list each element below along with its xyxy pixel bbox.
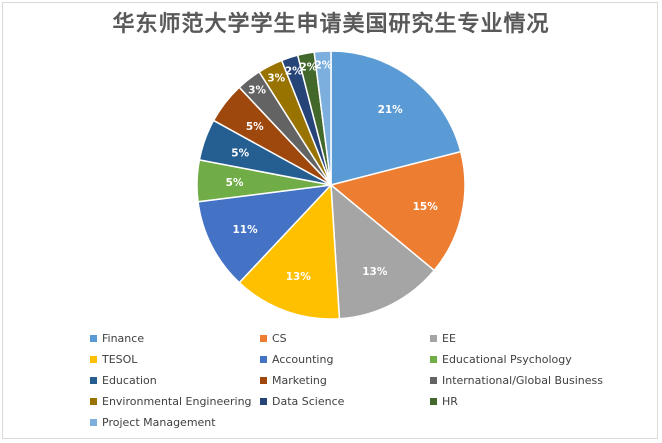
data-label: 2%	[315, 60, 333, 72]
legend-swatch	[260, 398, 267, 405]
legend-label: International/Global Business	[442, 374, 604, 387]
legend-item: TESOL	[90, 351, 137, 369]
legend-item: International/Global Business	[430, 372, 603, 390]
legend-item: CS	[260, 330, 287, 348]
chart-legend: Finance CS EE TESOL Accounting Educational Ps…	[80, 330, 603, 434]
legend-item: Finance	[90, 330, 144, 348]
legend-swatch	[90, 356, 97, 363]
data-label: 5%	[231, 147, 249, 159]
data-label: 3%	[248, 85, 266, 97]
legend-swatch	[430, 356, 437, 363]
legend-label: Education	[102, 374, 157, 387]
data-label: 5%	[226, 177, 244, 189]
legend-swatch	[90, 419, 97, 426]
legend-item: Data Science	[260, 393, 344, 411]
pie-slice-cs	[329, 150, 466, 272]
legend-swatch	[90, 398, 97, 405]
legend-label: Project Management	[102, 416, 216, 429]
pie-slice-project-management	[313, 50, 332, 186]
legend-swatch	[90, 335, 97, 342]
data-label: 2%	[299, 62, 317, 74]
legend-item: EE	[430, 330, 456, 348]
legend-label: Accounting	[272, 353, 334, 366]
legend-item: Educational Psychology	[430, 351, 572, 369]
legend-item: HR	[430, 393, 458, 411]
data-label: 3%	[267, 73, 285, 85]
chart-title: 华东师范大学学生申请美国研究生专业情况	[112, 12, 550, 37]
pie-slice-finance	[330, 50, 462, 186]
legend-label: Environmental Engineering	[102, 395, 252, 408]
legend-label: HR	[442, 395, 458, 408]
data-label: 5%	[246, 121, 264, 133]
legend-item: Education	[90, 372, 157, 390]
legend-label: Educational Psychology	[442, 353, 572, 366]
legend-swatch	[260, 335, 267, 342]
legend-swatch	[430, 335, 437, 342]
legend-swatch	[90, 377, 97, 384]
legend-label: Marketing	[272, 374, 327, 387]
data-label: 2%	[285, 65, 303, 77]
legend-item: Environmental Engineering	[90, 393, 252, 411]
data-label: 15%	[413, 201, 439, 213]
legend-label: Data Science	[272, 395, 345, 408]
data-label: 13%	[362, 266, 388, 278]
legend-swatch	[430, 377, 437, 384]
pie-slice-ee	[330, 183, 436, 320]
legend-label: TESOL	[102, 353, 138, 366]
data-label: 13%	[286, 271, 312, 283]
data-label: 21%	[378, 104, 404, 116]
legend-item: Marketing	[260, 372, 327, 390]
legend-swatch	[430, 398, 437, 405]
legend-swatch	[260, 377, 267, 384]
pie-slice-tesol	[238, 183, 341, 320]
data-label: 11%	[232, 224, 258, 236]
pie-slice-accounting	[197, 183, 333, 284]
legend-label: EE	[442, 332, 456, 345]
legend-item: Accounting	[260, 351, 333, 369]
legend-item: Project Management	[90, 414, 216, 432]
legend-label: Finance	[102, 332, 145, 345]
legend-swatch	[260, 356, 267, 363]
legend-label: CS	[272, 332, 287, 345]
